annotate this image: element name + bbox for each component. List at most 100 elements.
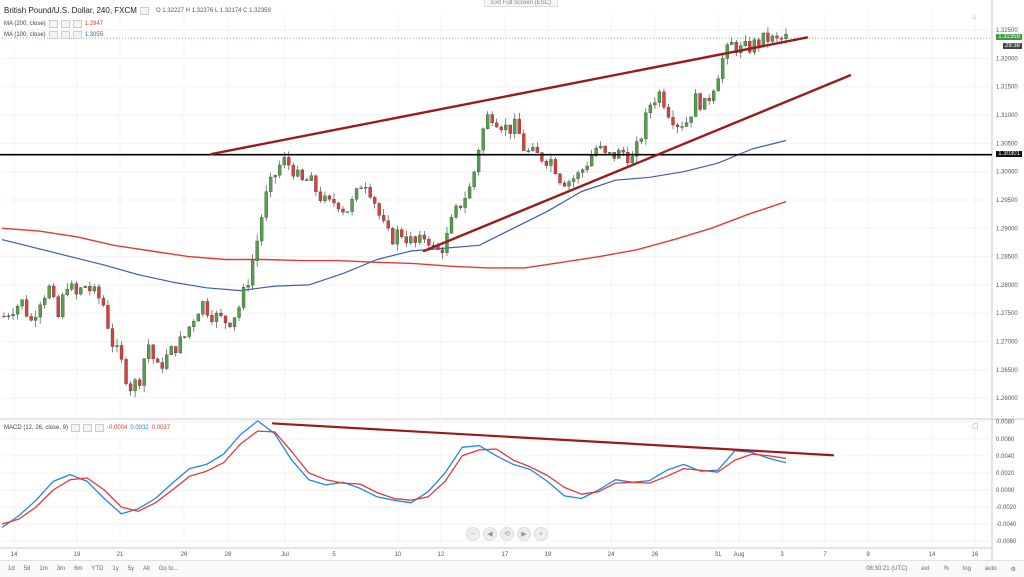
- timeframe-5d[interactable]: 5d: [23, 566, 31, 572]
- candle-body: [264, 191, 268, 218]
- candle-body: [630, 156, 634, 164]
- candle-body: [128, 383, 133, 392]
- candle-body: [495, 122, 499, 128]
- goto-date-button[interactable]: Go to...: [158, 566, 179, 572]
- candle-body: [43, 297, 47, 305]
- utc-time[interactable]: 08:30:21 (UTC): [866, 566, 908, 572]
- candle-body: [526, 150, 530, 152]
- macd-hist-value: -0.0004: [107, 425, 128, 431]
- timeframe-6m[interactable]: 6m: [74, 566, 83, 572]
- bell-icon[interactable]: ⌂: [972, 14, 977, 21]
- macd-visibility-icon[interactable]: [83, 424, 93, 432]
- ma100-close-icon[interactable]: [72, 31, 82, 39]
- macd-signal-value: 0.0037: [151, 425, 171, 431]
- ma100-value: 1.3055: [84, 32, 104, 38]
- candle-body: [146, 344, 151, 359]
- candle-body: [585, 165, 589, 170]
- timeframe-ytd[interactable]: YTD: [91, 566, 104, 572]
- candle-body: [336, 202, 341, 210]
- macd-settings-icon[interactable]: [71, 424, 81, 432]
- title-settings-box[interactable]: [139, 6, 149, 15]
- timeframe-5y[interactable]: 5y: [127, 566, 135, 572]
- candle-body: [535, 146, 540, 153]
- macd-legend: MACD (12, 26, close, 9) -0.0004 0.0032 0…: [4, 424, 170, 432]
- candle-body: [743, 41, 747, 46]
- candle-body: [712, 90, 716, 101]
- candle-body: [458, 205, 463, 208]
- ma200-close-icon[interactable]: [72, 20, 82, 28]
- scroll-right-button[interactable]: ▶: [517, 527, 531, 541]
- candle-body: [29, 316, 33, 321]
- candle-body: [481, 128, 485, 151]
- candle-body: [644, 112, 648, 140]
- time-tick-label: 19: [545, 552, 552, 558]
- candle-body: [350, 199, 354, 212]
- candle-body: [680, 126, 684, 128]
- candle-body: [476, 150, 481, 173]
- candle-body: [427, 239, 431, 246]
- scroll-left-button[interactable]: ◀: [483, 527, 497, 541]
- log-scale-toggle[interactable]: log: [962, 566, 971, 572]
- ma200-settings-icon[interactable]: [48, 20, 58, 28]
- ma200-legend: MA (200, close) 1.2947: [4, 20, 103, 28]
- signal-line: [1, 430, 787, 525]
- pane-maximize-icon[interactable]: ▢: [972, 423, 979, 430]
- scale-options: 08:30:21 (UTC) ext % log auto ⚙: [866, 566, 1016, 573]
- candle-body: [409, 236, 413, 244]
- timeframe-1m[interactable]: 1m: [39, 566, 48, 572]
- percent-scale-toggle[interactable]: %: [943, 566, 949, 572]
- candle-body: [174, 346, 178, 354]
- timeframe-1y[interactable]: 1y: [112, 566, 119, 572]
- bottom-toolbar: 1d 5d 1m 3m 6m YTD 1y 5y All Go to... 08…: [0, 560, 1024, 577]
- candle-body: [721, 58, 725, 79]
- candle-body: [707, 98, 711, 101]
- candle-body: [553, 159, 558, 175]
- timeframe-1d[interactable]: 1d: [8, 566, 15, 572]
- candle-body: [580, 169, 585, 173]
- candle-body: [413, 236, 417, 243]
- candle-body: [653, 102, 657, 106]
- ma200-visibility-icon[interactable]: [60, 20, 70, 28]
- exit-fullscreen-button[interactable]: Exit Full Screen (ESC): [484, 0, 559, 7]
- ma100-label: MA (100, close): [4, 32, 46, 38]
- zoom-in-button[interactable]: +: [534, 527, 548, 541]
- trendline-macd-divergence: [271, 422, 835, 457]
- price-tick-label: 1.31500: [996, 85, 1018, 91]
- timeframe-3m[interactable]: 3m: [56, 566, 66, 572]
- gear-icon[interactable]: ⚙: [1010, 566, 1016, 573]
- timeframe-all[interactable]: All: [143, 566, 150, 572]
- extended-hours-toggle[interactable]: ext: [921, 566, 930, 572]
- time-tick-label: 9: [866, 552, 870, 558]
- auto-scale-toggle[interactable]: auto: [984, 566, 997, 572]
- candle-body: [693, 93, 698, 117]
- macd-tick-label: -0.0060: [996, 539, 1017, 545]
- ma100-visibility-icon[interactable]: [60, 31, 70, 39]
- ma200-line: [1, 201, 787, 269]
- candle-body: [20, 299, 24, 307]
- candle-body: [178, 336, 182, 354]
- candle-body: [599, 145, 603, 149]
- ma100-settings-icon[interactable]: [48, 31, 58, 39]
- candle-body: [666, 107, 671, 118]
- reset-chart-button[interactable]: ⟲: [500, 527, 514, 541]
- candle-body: [562, 182, 567, 187]
- candle-body: [260, 217, 264, 242]
- candle-body: [79, 287, 83, 295]
- candle-body: [314, 175, 318, 192]
- candle-body: [219, 312, 223, 317]
- macd-label: MACD (12, 26, close, 9): [4, 425, 69, 431]
- candle-body: [440, 249, 445, 253]
- zoom-out-button[interactable]: −: [466, 527, 480, 541]
- candle-body: [228, 322, 232, 327]
- time-tick-label: 24: [608, 552, 615, 558]
- candle-body: [327, 195, 332, 200]
- candle-body: [567, 181, 571, 187]
- candle-body: [88, 286, 92, 292]
- candle-body: [115, 345, 119, 347]
- candle-body: [698, 93, 702, 110]
- candle-body: [332, 199, 336, 204]
- candle-body: [305, 179, 309, 181]
- macd-close-icon[interactable]: [95, 424, 105, 432]
- trendline-upper-resistance: [209, 36, 809, 156]
